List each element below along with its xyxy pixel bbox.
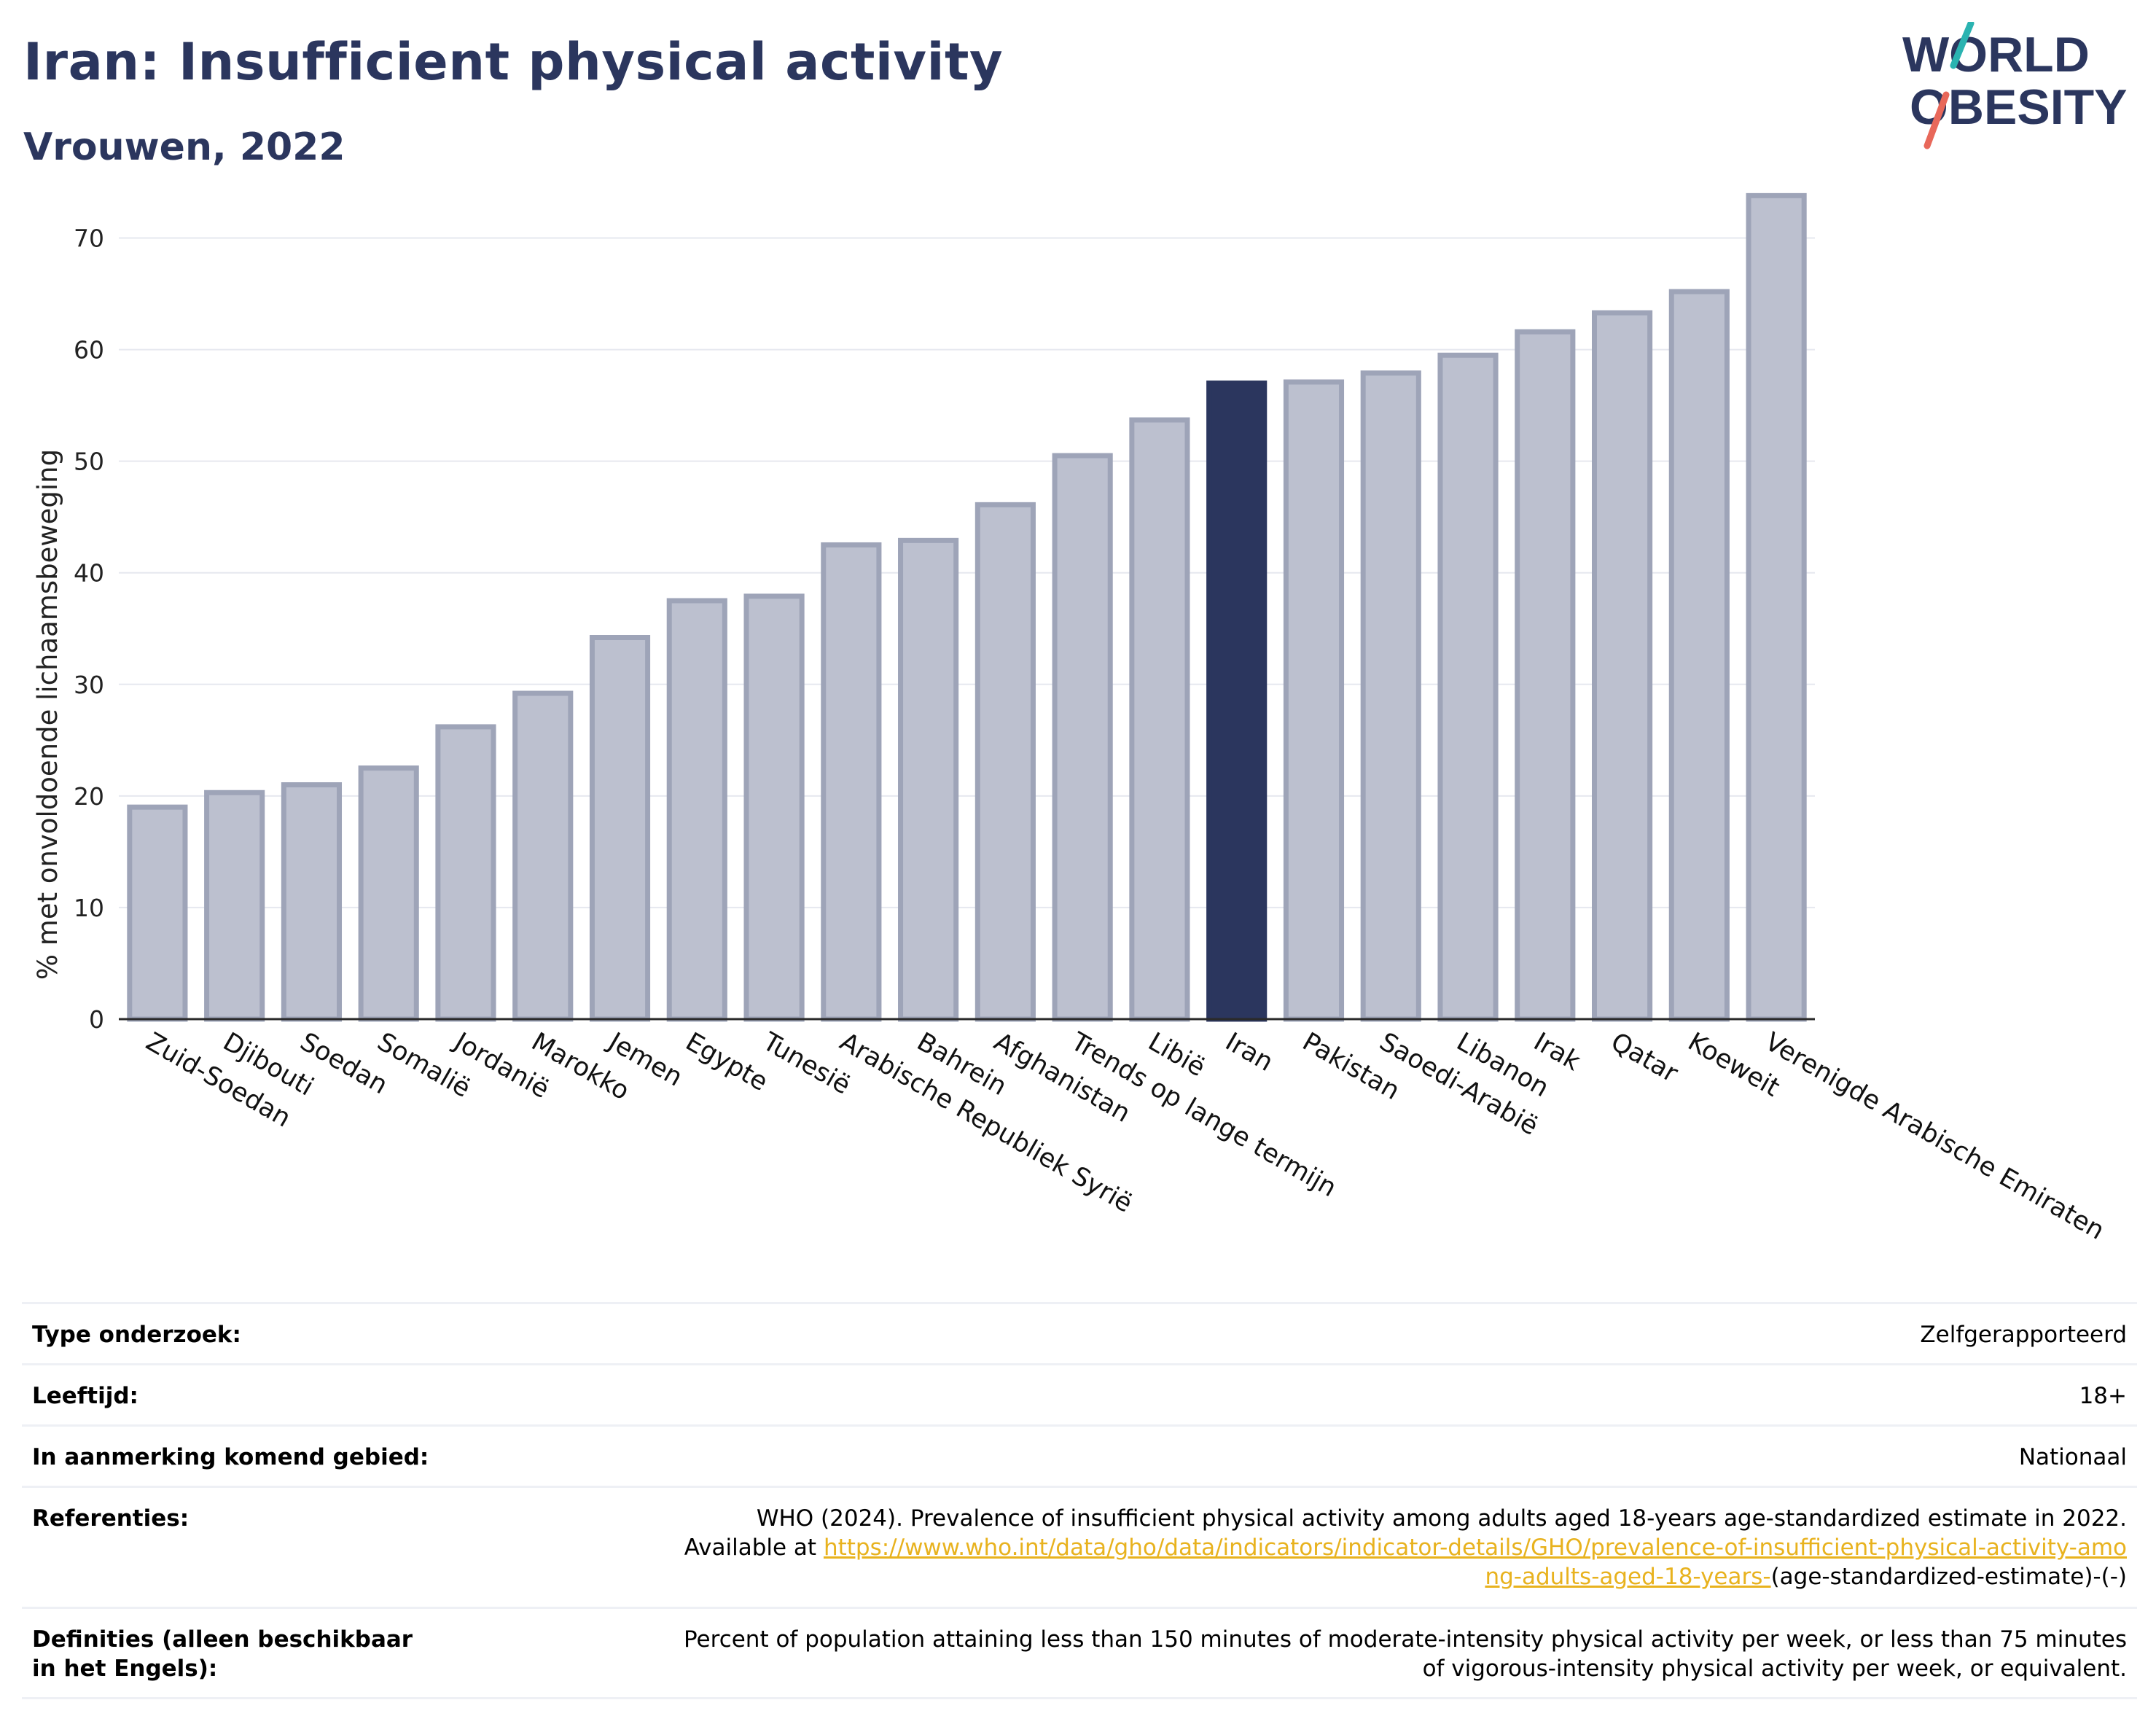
y-tick-label: 40 [74,559,104,588]
reference-link[interactable]: https://www.who.int/data/gho/data/indica… [823,1535,2127,1590]
y-tick-label: 0 [89,1005,104,1034]
bar-chart: 010203040506070Zuid-SoedanDjiboutiSoedan… [32,192,2109,1246]
bar-somali-[interactable] [358,765,419,1022]
x-tick-label: Egypte [681,1027,773,1097]
info-value: WHO (2024). Prevalence of insufficient p… [528,1486,2137,1608]
bars [127,192,1807,1022]
y-tick-label: 70 [74,225,104,253]
bar-libanon[interactable] [1437,352,1499,1022]
bar-arabische-republiek-syri-[interactable] [821,542,882,1022]
logo-line1: WORLD [1902,27,2090,82]
y-tick-label: 60 [74,336,104,364]
bar-egypte[interactable] [666,598,727,1022]
bar-zuid-soedan[interactable] [127,804,188,1022]
bar-bahrein[interactable] [898,537,959,1022]
bar-marokko[interactable] [512,690,574,1022]
chart-title: Iran: Insufficient physical activity [23,32,1004,92]
bar-trends-op-lange-termijn[interactable] [1052,453,1113,1022]
bar-saoedi-arabi-[interactable] [1360,370,1421,1022]
logo-line2: OBESITY [1910,79,2128,135]
info-row-definitions: Definities (alleen beschikbaar in het En… [22,1607,2137,1699]
info-table: Type onderzoek: Zelfgerapporteerd Leefti… [22,1302,2137,1699]
reference-text: WHO (2024). Prevalence of insufficient p… [684,1505,2127,1561]
x-tick-label: Tunesië [757,1027,856,1101]
bar-iran[interactable] [1206,381,1268,1022]
info-value: 18+ [528,1363,2137,1426]
bar-irak[interactable] [1515,329,1576,1022]
x-tick-label: Iran [1220,1027,1278,1077]
world-obesity-logo: WORLD OBESITY [1902,22,2128,149]
x-tick-label: Qatar [1606,1027,1683,1088]
info-value: Zelfgerapporteerd [528,1302,2137,1365]
x-tick-label: Verenigde Arabische Emiraten [1760,1027,2109,1246]
bar-koeweit[interactable] [1668,289,1730,1022]
info-row-references: Referenties: WHO (2024). Prevalence of i… [22,1486,2137,1608]
bar-verenigde-arabische-emiraten[interactable] [1746,192,1807,1022]
info-value: Nationaal [528,1424,2137,1487]
info-value: Percent of population attaining less tha… [528,1607,2137,1699]
bar-tunesi-[interactable] [743,593,805,1022]
bar-jordani-[interactable] [435,724,496,1022]
chart-subtitle: Vrouwen, 2022 [23,125,345,169]
logo-slash-top [1950,22,1975,69]
info-key: Referenties: [22,1486,528,1608]
bar-afghanistan[interactable] [975,502,1036,1022]
info-row-area: In aanmerking komend gebied: Nationaal [22,1424,2137,1487]
bar-libi-[interactable] [1129,417,1190,1022]
bar-jemen[interactable] [589,635,651,1022]
y-tick-label: 10 [74,894,104,922]
logo-slash-bottom [1923,91,1950,149]
y-tick-label: 50 [74,448,104,476]
reference-suffix: (age-standardized-estimate)-(-) [1770,1564,2127,1590]
bar-soedan[interactable] [281,782,343,1022]
info-row-age: Leeftijd: 18+ [22,1363,2137,1426]
info-row-survey-type: Type onderzoek: Zelfgerapporteerd [22,1302,2137,1365]
info-key: In aanmerking komend gebied: [22,1424,528,1487]
y-axis-label: % met onvoldoende lichaamsbeweging [32,449,63,980]
info-key: Leeftijd: [22,1363,528,1426]
info-key: Type onderzoek: [22,1302,528,1365]
y-tick-label: 20 [74,782,104,811]
bar-pakistan[interactable] [1283,379,1345,1022]
bar-djibouti[interactable] [204,789,265,1022]
bar-qatar[interactable] [1591,310,1653,1022]
y-tick-label: 30 [74,671,104,699]
info-key: Definities (alleen beschikbaar in het En… [22,1607,528,1699]
